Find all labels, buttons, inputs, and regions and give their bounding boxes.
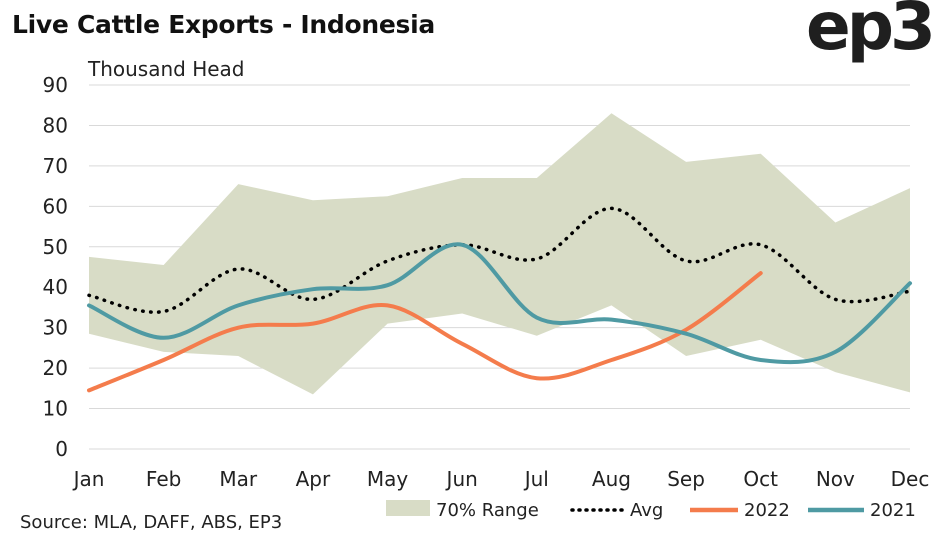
ep3-logo: ep3 (806, 0, 936, 65)
x-tick-jan: Jan (72, 467, 105, 491)
y-tick-10: 10 (43, 397, 68, 421)
x-axis-ticks: Jan Feb Mar Apr May Jun Jul Aug Sep Oct Nov Dec (72, 467, 930, 491)
x-tick-mar: Mar (219, 467, 258, 491)
chart-title: Live Cattle Exports - Indonesia (12, 10, 435, 39)
x-tick-sep: Sep (667, 467, 705, 491)
series-line-2021 (87, 242, 912, 365)
y-axis-ticks: 0 10 20 30 40 50 60 70 80 90 (43, 73, 68, 461)
x-tick-may: May (367, 467, 409, 491)
y-axis-unit-label: Thousand Head (87, 57, 245, 81)
y-tick-70: 70 (43, 154, 68, 178)
y-tick-90: 90 (43, 73, 68, 97)
y-tick-30: 30 (43, 316, 68, 340)
series-line-2022 (87, 271, 763, 393)
y-tick-80: 80 (43, 113, 68, 137)
range-band-area (89, 113, 910, 395)
x-tick-apr: Apr (296, 467, 331, 491)
y-tick-60: 60 (43, 194, 68, 218)
x-tick-oct: Oct (743, 467, 778, 491)
x-tick-nov: Nov (816, 467, 855, 491)
series-lines-layer (87, 206, 912, 393)
legend-label-2022: 2022 (744, 500, 790, 521)
x-tick-jun: Jun (445, 467, 478, 491)
legend-label-range: 70% Range (436, 500, 539, 521)
legend: 70% Range Avg 2022 2021 (386, 500, 916, 521)
x-tick-dec: Dec (891, 467, 930, 491)
source-note: Source: MLA, DAFF, ABS, EP3 (20, 512, 283, 533)
x-tick-jul: Jul (523, 467, 549, 491)
series-line-avg (87, 206, 912, 314)
legend-label-2021: 2021 (870, 500, 916, 521)
y-tick-40: 40 (43, 275, 68, 299)
y-tick-0: 0 (55, 437, 68, 461)
legend-swatch-range (386, 500, 430, 516)
legend-label-avg: Avg (630, 500, 663, 521)
x-tick-aug: Aug (592, 467, 631, 491)
y-tick-20: 20 (43, 356, 68, 380)
range-band-layer (89, 113, 910, 395)
y-tick-50: 50 (43, 235, 68, 259)
x-tick-feb: Feb (146, 467, 181, 491)
